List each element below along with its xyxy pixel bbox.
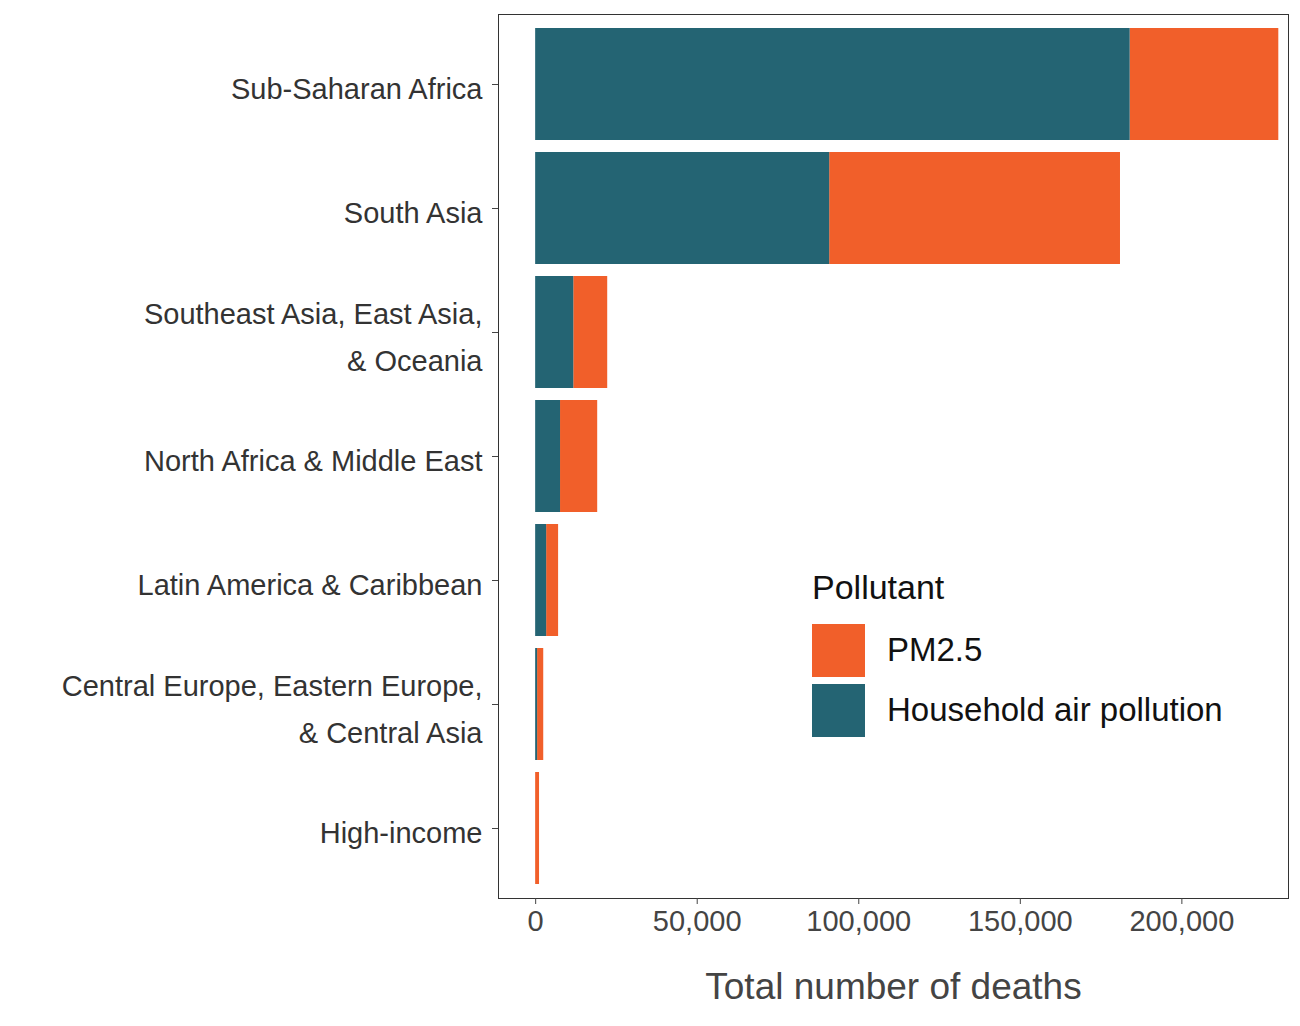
svg-text:50,000: 50,000 bbox=[653, 905, 742, 937]
svg-text:Central Europe, Eastern Europe: Central Europe, Eastern Europe,& Central… bbox=[62, 670, 484, 748]
svg-text:South Asia: South Asia bbox=[344, 197, 484, 229]
svg-text:Southeast Asia, East Asia,& Oc: Southeast Asia, East Asia,& Oceania bbox=[144, 298, 483, 376]
svg-text:Total number of deaths: Total number of deaths bbox=[705, 966, 1081, 1007]
svg-text:North Africa & Middle East: North Africa & Middle East bbox=[144, 445, 482, 477]
svg-text:200,000: 200,000 bbox=[1129, 905, 1234, 937]
svg-text:150,000: 150,000 bbox=[968, 905, 1073, 937]
svg-text:100,000: 100,000 bbox=[806, 905, 911, 937]
svg-text:High-income: High-income bbox=[320, 817, 483, 849]
html-text:PM2.5: PM2.5 bbox=[887, 631, 983, 668]
html-text:Pollutant: Pollutant bbox=[812, 568, 945, 606]
svg-text:0: 0 bbox=[528, 905, 544, 937]
html-text:Household air pollution: Household air pollution bbox=[887, 691, 1223, 728]
svg-text:Latin America & Caribbean: Latin America & Caribbean bbox=[138, 569, 483, 601]
svg-text:Sub-Saharan Africa: Sub-Saharan Africa bbox=[231, 73, 483, 105]
